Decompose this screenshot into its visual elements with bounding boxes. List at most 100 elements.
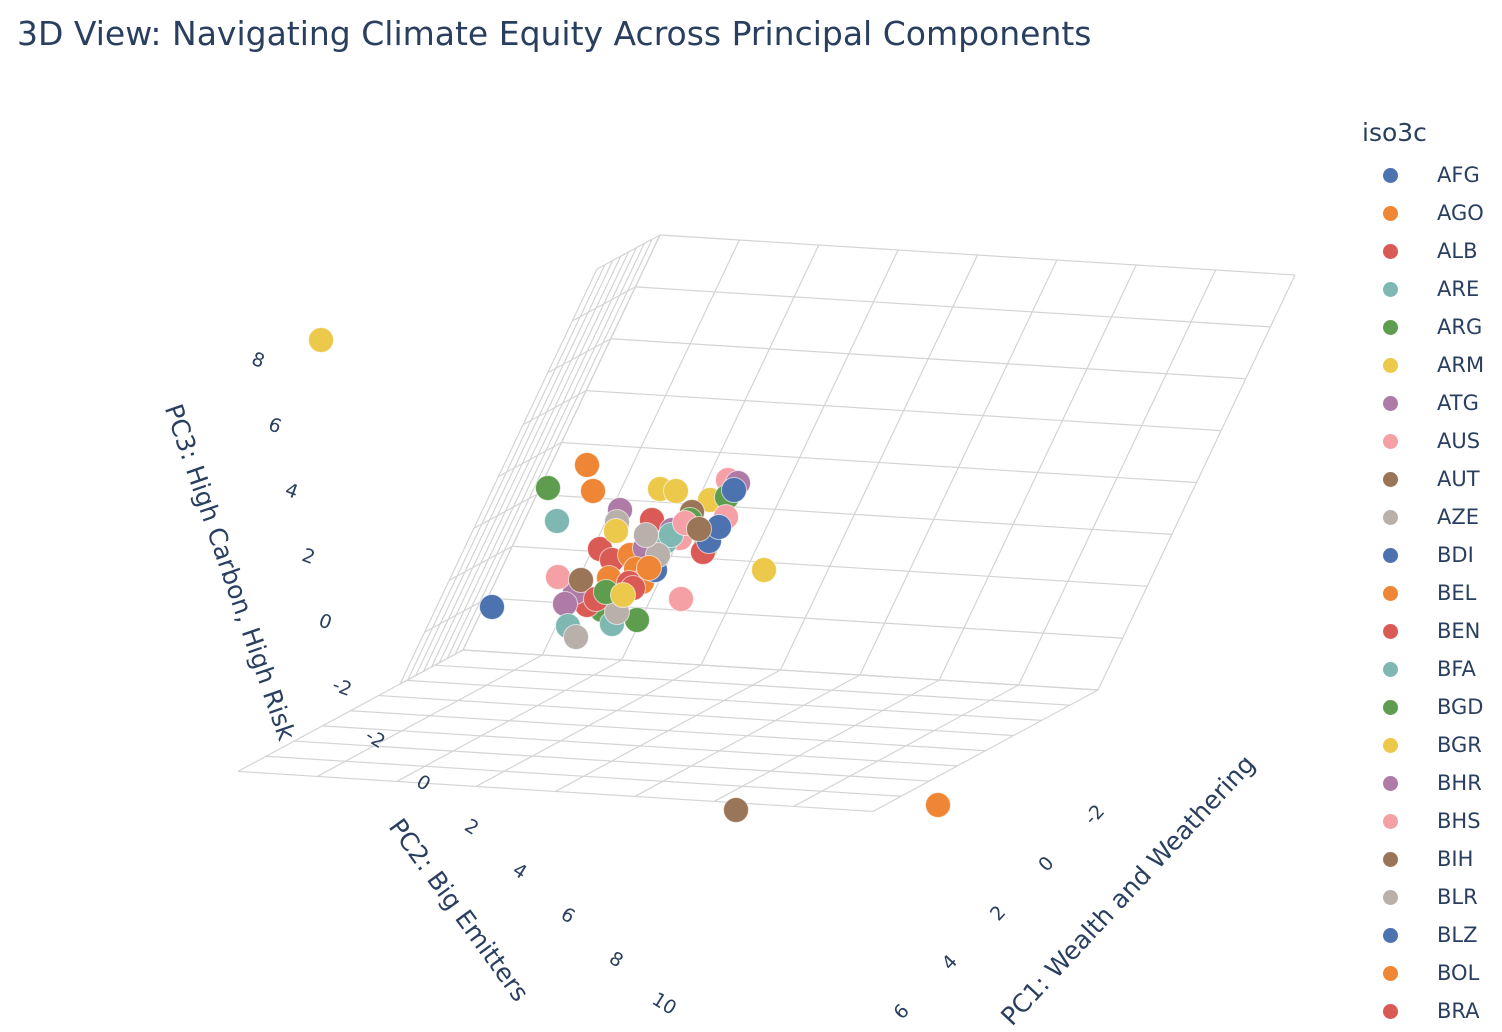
y-tick-label: 10 <box>648 988 680 1019</box>
grid-line-floor <box>266 755 902 797</box>
legend-marker-icon <box>1383 585 1398 601</box>
legend-item-are[interactable]: ARE <box>1362 270 1484 308</box>
legend-item-label: BOL <box>1437 961 1480 985</box>
y-tick-label: 8 <box>605 947 627 972</box>
data-point-are[interactable] <box>544 508 570 534</box>
data-point-aut[interactable] <box>568 567 594 593</box>
legend-item-aus[interactable]: AUS <box>1362 422 1484 460</box>
legend-item-label: ARM <box>1437 353 1485 377</box>
grid-line-floor <box>322 725 958 767</box>
data-point-arm[interactable] <box>603 518 629 544</box>
legend-item-label: AZE <box>1437 505 1480 529</box>
legend-item-bgd[interactable]: BGD <box>1362 688 1484 726</box>
data-point-aze[interactable] <box>563 624 589 650</box>
legend-item-bfa[interactable]: BFA <box>1362 650 1484 688</box>
legend-marker-icon <box>1383 965 1398 981</box>
data-point-arm[interactable] <box>751 557 777 583</box>
grid-line-floor <box>634 674 861 797</box>
chart-title: 3D View: Navigating Climate Equity Acros… <box>17 14 1092 53</box>
legend-item-bih[interactable]: BIH <box>1362 840 1484 878</box>
legend-item-label: BLZ <box>1437 923 1478 947</box>
data-point-ago[interactable] <box>580 478 606 504</box>
data-point-aus[interactable] <box>545 564 571 590</box>
legend-item-afg[interactable]: AFG <box>1362 156 1484 194</box>
grid-line-back-right-vertical <box>415 260 614 676</box>
grid-line-back-left-horizontal <box>561 441 1197 484</box>
x-tick-label: 6 <box>889 1000 913 1024</box>
legend-item-aze[interactable]: AZE <box>1362 498 1484 536</box>
data-point-arg[interactable] <box>535 475 561 501</box>
grid-line-floor <box>294 740 930 782</box>
grid-line-back-right-horizontal <box>572 286 636 322</box>
legend-marker-icon <box>1383 281 1398 297</box>
grid-line-back-left-vertical <box>938 264 1137 681</box>
data-point-aus[interactable] <box>668 586 694 612</box>
data-point-ago[interactable] <box>574 452 600 478</box>
z-tick-label: 4 <box>282 479 301 504</box>
legend-item-bhs[interactable]: BHS <box>1362 802 1484 840</box>
legend-item-blr[interactable]: BLR <box>1362 878 1484 916</box>
grid-line-back-left-horizontal <box>635 286 1271 328</box>
legend-item-bhr[interactable]: BHR <box>1362 764 1484 802</box>
legend-marker-icon <box>1383 927 1398 943</box>
data-point-atg[interactable] <box>552 591 578 617</box>
data-point-arm[interactable] <box>663 478 689 504</box>
legend-item-label: BDI <box>1437 543 1474 567</box>
legend-marker-icon <box>1383 167 1398 183</box>
grid-line-back-right-horizontal <box>522 390 587 426</box>
z-tick-label: 6 <box>265 413 284 438</box>
data-point-aut[interactable] <box>723 797 749 823</box>
legend-item-ago[interactable]: AGO <box>1362 194 1484 232</box>
x-tick-label: 0 <box>1034 852 1058 876</box>
legend-item-label: BGD <box>1437 695 1484 719</box>
legend-item-aut[interactable]: AUT <box>1362 460 1484 498</box>
legend-marker-icon <box>1383 433 1398 449</box>
legend-item-bra[interactable]: BRA <box>1362 992 1484 1030</box>
grid-line-back-left-horizontal <box>610 338 1246 380</box>
data-point-ago[interactable] <box>925 792 951 818</box>
legend-item-alb[interactable]: ALB <box>1362 232 1484 270</box>
legend-item-label: AFG <box>1437 163 1480 187</box>
x-tick-label: 4 <box>938 951 962 975</box>
legend-marker-icon <box>1383 471 1398 487</box>
data-point-ago[interactable] <box>636 555 662 581</box>
legend-item-bol[interactable]: BOL <box>1362 954 1484 992</box>
legend-marker-icon <box>1383 699 1398 715</box>
data-point-aut[interactable] <box>686 516 712 542</box>
grid-line-back-right-vertical <box>407 264 606 681</box>
z-tick-label: -2 <box>329 674 354 701</box>
grid-line-floor <box>237 770 874 813</box>
data-point-aze[interactable] <box>633 522 659 548</box>
data-point-arm[interactable] <box>610 582 636 608</box>
legend-item-label: BRA <box>1437 999 1480 1023</box>
legend-item-label: AUS <box>1437 429 1481 453</box>
legend-marker-icon <box>1383 889 1398 905</box>
legend-item-arg[interactable]: ARG <box>1362 308 1484 346</box>
data-point-arm[interactable] <box>308 327 334 353</box>
legend-item-atg[interactable]: ATG <box>1362 384 1484 422</box>
legend-item-label: BGR <box>1437 733 1482 757</box>
legend-item-label: BHR <box>1437 771 1482 795</box>
z-tick-label: 2 <box>299 544 318 569</box>
legend-item-ben[interactable]: BEN <box>1362 612 1484 650</box>
grid-line-back-right-vertical <box>399 268 598 685</box>
legend-items: AFG AGO ALB ARE ARG ARM ATG AUS AUT AZE BDI BEL BEN B… <box>1362 156 1484 1030</box>
legend-marker-icon <box>1383 509 1398 525</box>
legend-item-bgr[interactable]: BGR <box>1362 726 1484 764</box>
legend-marker-icon <box>1383 775 1398 791</box>
legend-marker-icon <box>1383 813 1398 829</box>
z-tick-label: 8 <box>249 348 268 373</box>
legend-item-label: ALB <box>1437 239 1478 263</box>
grid-line-back-left-vertical <box>1018 269 1217 686</box>
legend-item-blz[interactable]: BLZ <box>1362 916 1484 954</box>
grid-line-floor <box>350 710 986 752</box>
grid-line-back-right-vertical <box>423 255 622 672</box>
data-point-afg[interactable] <box>721 477 747 503</box>
legend-item-bel[interactable]: BEL <box>1362 574 1484 612</box>
legend-item-arm[interactable]: ARM <box>1362 346 1484 384</box>
legend-marker-icon <box>1383 357 1398 373</box>
legend-item-bdi[interactable]: BDI <box>1362 536 1484 574</box>
data-point-afg[interactable] <box>479 594 505 620</box>
x-tick-label: -2 <box>1080 800 1109 829</box>
